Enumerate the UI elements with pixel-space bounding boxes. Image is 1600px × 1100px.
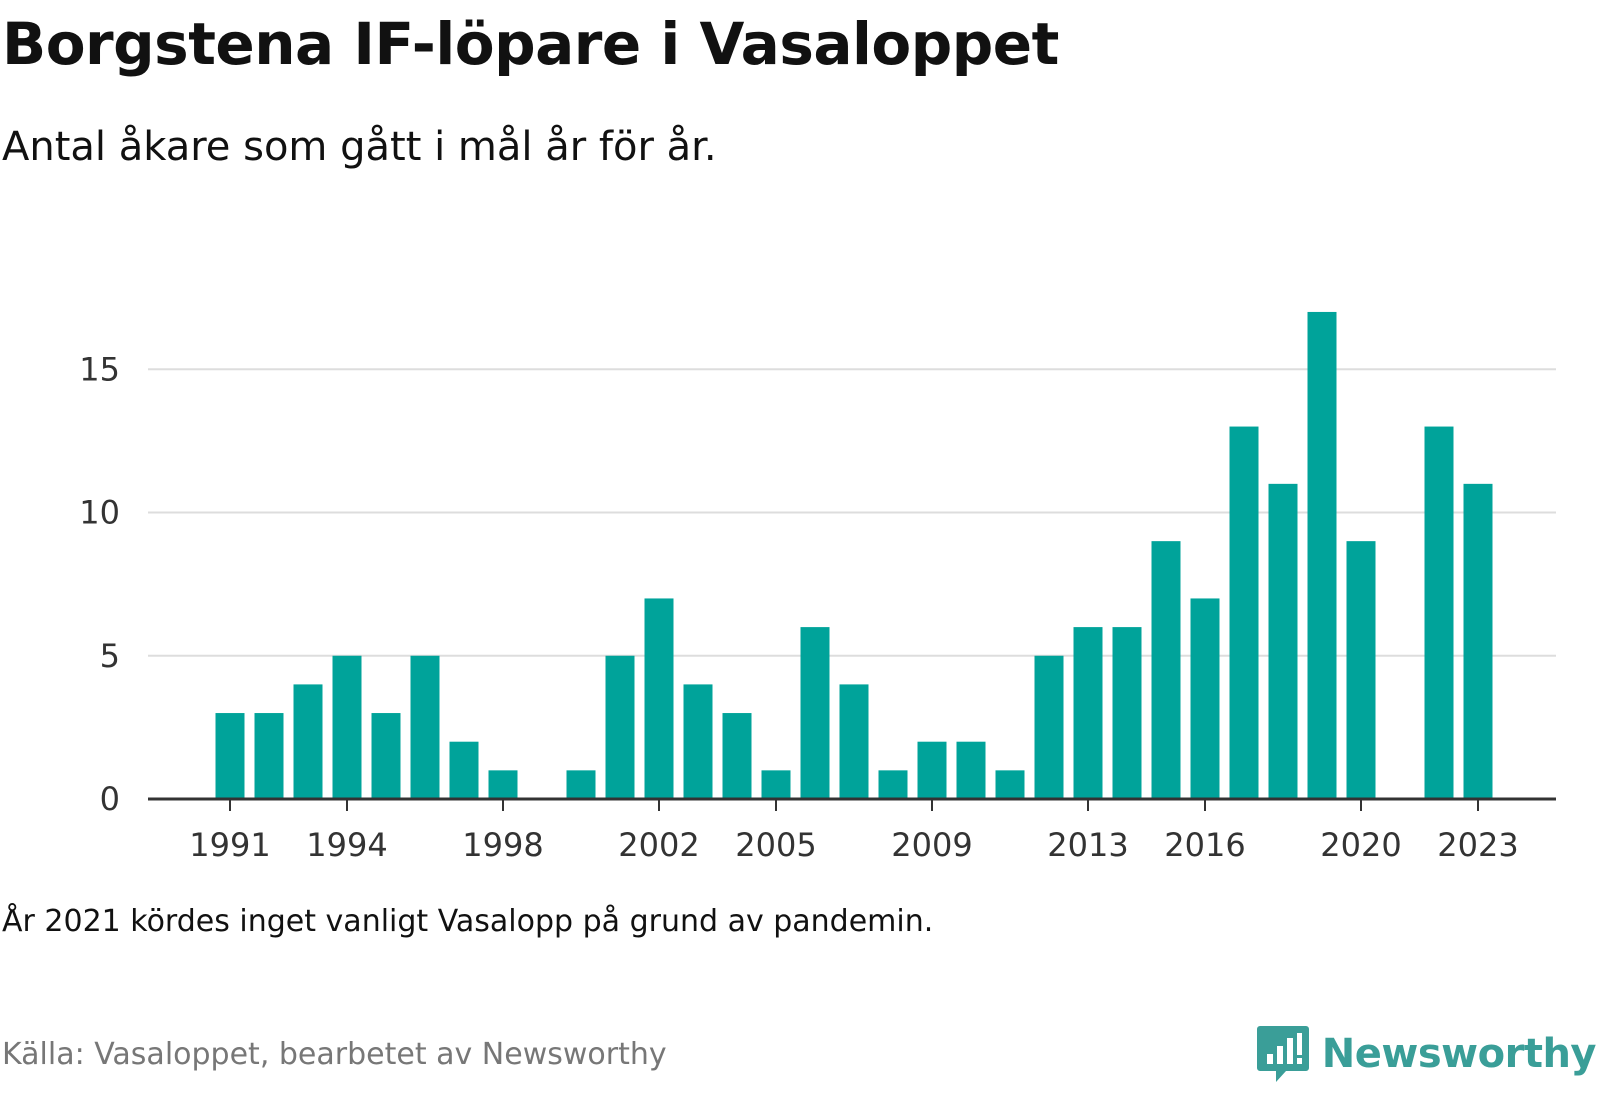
bar — [878, 770, 908, 799]
bar — [956, 741, 986, 799]
bar — [1268, 483, 1298, 799]
y-tick-label: 0 — [100, 780, 120, 818]
x-tick-label: 2023 — [1437, 826, 1518, 864]
bar — [1463, 483, 1493, 799]
bar — [722, 713, 752, 799]
bar — [488, 770, 518, 799]
x-tick-label: 2016 — [1164, 826, 1245, 864]
bar — [1346, 541, 1376, 799]
bar — [1424, 426, 1454, 799]
x-tick-label: 1998 — [462, 826, 543, 864]
bar — [371, 713, 401, 799]
bar — [605, 655, 635, 799]
brand-name: Newsworthy — [1321, 1031, 1597, 1077]
bar — [1034, 655, 1064, 799]
bar — [917, 741, 947, 799]
x-axis-ticks: 1991 1994 1998 2002 2005 2009 2013 2016 2020 2023 — [189, 799, 1519, 864]
bar — [1307, 311, 1337, 799]
bar — [566, 770, 596, 799]
x-tick-label: 2009 — [891, 826, 972, 864]
chart-title: Borgstena IF-löpare i Vasaloppet — [2, 10, 1059, 78]
bar — [683, 684, 713, 799]
y-tick-label: 15 — [79, 350, 120, 388]
bar-chart: 0 5 10 15 1991 1994 1998 2002 2005 2009 2013 2016 2… — [79, 311, 1556, 864]
newsworthy-logo-icon — [1256, 1026, 1309, 1082]
bar — [293, 684, 323, 799]
bar — [1112, 627, 1142, 799]
bar — [995, 770, 1025, 799]
x-tick-label: 1991 — [189, 826, 270, 864]
bar — [1229, 426, 1259, 799]
x-tick-label: 2002 — [618, 826, 699, 864]
bar — [215, 713, 245, 799]
chart-note: År 2021 kördes inget vanligt Vasalopp på… — [2, 904, 934, 939]
bar — [410, 655, 440, 799]
bar — [644, 598, 674, 799]
x-tick-label: 2005 — [735, 826, 816, 864]
bar — [761, 770, 791, 799]
bar — [1151, 541, 1181, 799]
y-tick-label: 5 — [100, 637, 120, 675]
bar — [254, 713, 284, 799]
source-text: Källa: Vasaloppet, bearbetet av Newswort… — [2, 1037, 667, 1072]
y-axis-labels: 0 5 10 15 — [79, 350, 120, 818]
x-tick-label: 2013 — [1047, 826, 1128, 864]
x-tick-label: 1994 — [306, 826, 387, 864]
bar — [1190, 598, 1220, 799]
brand-logo: Newsworthy — [1256, 1024, 1597, 1084]
bars — [215, 311, 1493, 799]
bar — [449, 741, 479, 799]
x-tick-label: 2020 — [1320, 826, 1401, 864]
grid-lines — [148, 368, 1556, 657]
bar — [800, 627, 830, 799]
bar — [332, 655, 362, 799]
chart-subtitle: Antal åkare som gått i mål år för år. — [2, 124, 717, 170]
bar — [1073, 627, 1103, 799]
y-tick-label: 10 — [79, 494, 120, 532]
bar — [839, 684, 869, 799]
